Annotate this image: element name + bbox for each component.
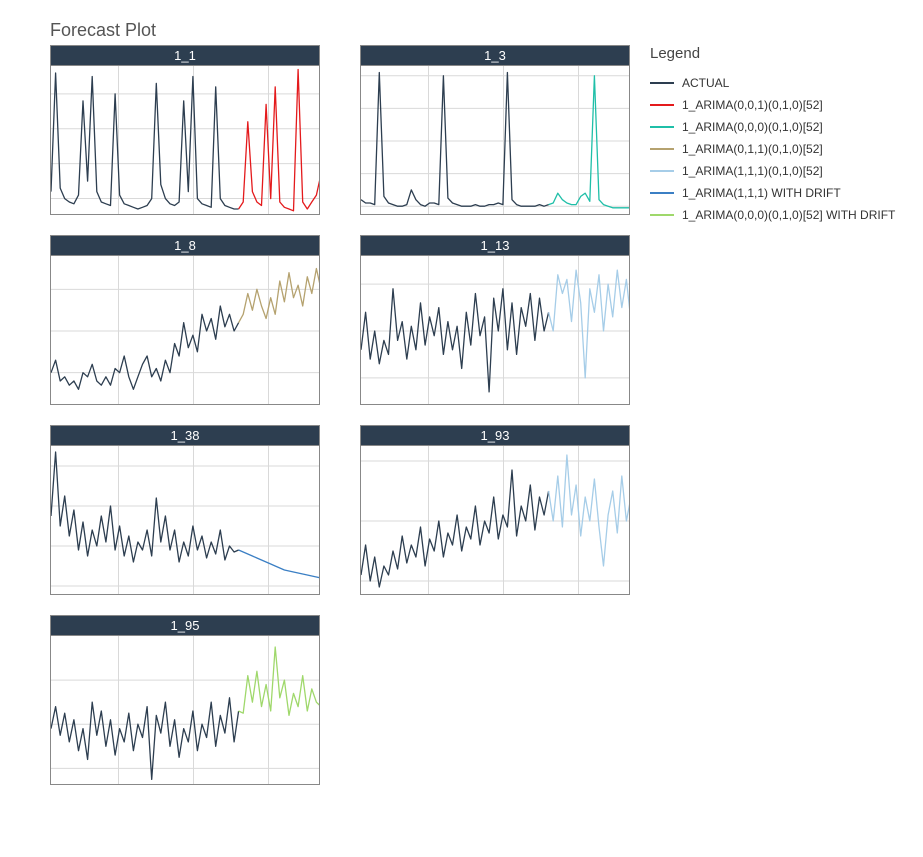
chart-panel: 1_835k40k45k (50, 235, 320, 405)
chart-svg (51, 446, 320, 595)
series-actual (51, 73, 239, 209)
charts-grid: 1_120k30k40k50k1_310k20k30k40k50k1_835k4… (50, 45, 630, 785)
series-forecast (239, 70, 320, 211)
chart-panel: 1_120k30k40k50k (50, 45, 320, 215)
legend-item: ACTUAL (650, 76, 895, 90)
chart-svg (361, 256, 630, 405)
panel-header: 1_8 (50, 235, 320, 255)
series-actual (361, 73, 549, 207)
plot-area: 100k120k140k201120122013 (50, 635, 320, 785)
legend-swatch (650, 82, 674, 84)
chart-panel: 1_1335k40k45k (360, 235, 630, 405)
chart-svg (361, 446, 630, 595)
legend-swatch (650, 126, 674, 128)
legend-item: 1_ARIMA(0,0,0)(0,1,0)[52] WITH DRIFT (650, 208, 895, 222)
panel-header: 1_95 (50, 615, 320, 635)
plot-area: 35k40k45k (360, 255, 630, 405)
legend-label: 1_ARIMA(0,0,0)(0,1,0)[52] (682, 120, 823, 134)
legend-label: 1_ARIMA(1,1,1) WITH DRIFT (682, 186, 841, 200)
plot-area: 60k80k100k120k (50, 445, 320, 595)
series-actual (361, 470, 549, 587)
series-actual (361, 289, 549, 392)
legend-swatch (650, 192, 674, 194)
legend-label: 1_ARIMA(1,1,1)(0,1,0)[52] (682, 164, 823, 178)
legend-item: 1_ARIMA(0,0,1)(0,1,0)[52] (650, 98, 895, 112)
panel-header: 1_38 (50, 425, 320, 445)
series-actual (51, 698, 239, 780)
chart-panel: 1_310k20k30k40k50k (360, 45, 630, 215)
legend-swatch (650, 214, 674, 216)
series-forecast (549, 455, 630, 566)
panel-header: 1_13 (360, 235, 630, 255)
series-forecast (549, 270, 630, 378)
legend: Legend ACTUAL 1_ARIMA(0,0,1)(0,1,0)[52] 1_… (650, 45, 895, 230)
legend-label: ACTUAL (682, 76, 729, 90)
panel-header: 1_3 (360, 45, 630, 65)
legend-item: 1_ARIMA(0,0,0)(0,1,0)[52] (650, 120, 895, 134)
series-forecast (549, 76, 630, 208)
legend-item: 1_ARIMA(1,1,1) WITH DRIFT (650, 186, 895, 200)
plot-area: 60k80k100k201120122013 (360, 445, 630, 595)
page-title: Forecast Plot (50, 20, 903, 41)
series-actual (51, 306, 239, 389)
layout-container: 1_120k30k40k50k1_310k20k30k40k50k1_835k4… (50, 45, 903, 785)
chart-svg (361, 66, 630, 215)
legend-item: 1_ARIMA(1,1,1)(0,1,0)[52] (650, 164, 895, 178)
legend-swatch (650, 104, 674, 106)
plot-area: 10k20k30k40k50k (360, 65, 630, 215)
legend-swatch (650, 170, 674, 172)
series-forecast (239, 647, 320, 715)
chart-panel: 1_9360k80k100k201120122013 (360, 425, 630, 595)
plot-area: 35k40k45k (50, 255, 320, 405)
chart-panel: 1_3860k80k100k120k (50, 425, 320, 595)
plot-area: 20k30k40k50k (50, 65, 320, 215)
panel-header: 1_93 (360, 425, 630, 445)
legend-label: 1_ARIMA(0,1,1)(0,1,0)[52] (682, 142, 823, 156)
legend-swatch (650, 148, 674, 150)
series-forecast (239, 269, 320, 323)
chart-svg (51, 256, 320, 405)
panel-header: 1_1 (50, 45, 320, 65)
series-forecast (239, 550, 320, 578)
legend-label: 1_ARIMA(0,0,1)(0,1,0)[52] (682, 98, 823, 112)
chart-svg (51, 636, 320, 785)
chart-svg (51, 66, 320, 215)
chart-panel: 1_95100k120k140k201120122013 (50, 615, 320, 785)
legend-title: Legend (650, 45, 895, 62)
legend-item: 1_ARIMA(0,1,1)(0,1,0)[52] (650, 142, 895, 156)
legend-label: 1_ARIMA(0,0,0)(0,1,0)[52] WITH DRIFT (682, 208, 895, 222)
